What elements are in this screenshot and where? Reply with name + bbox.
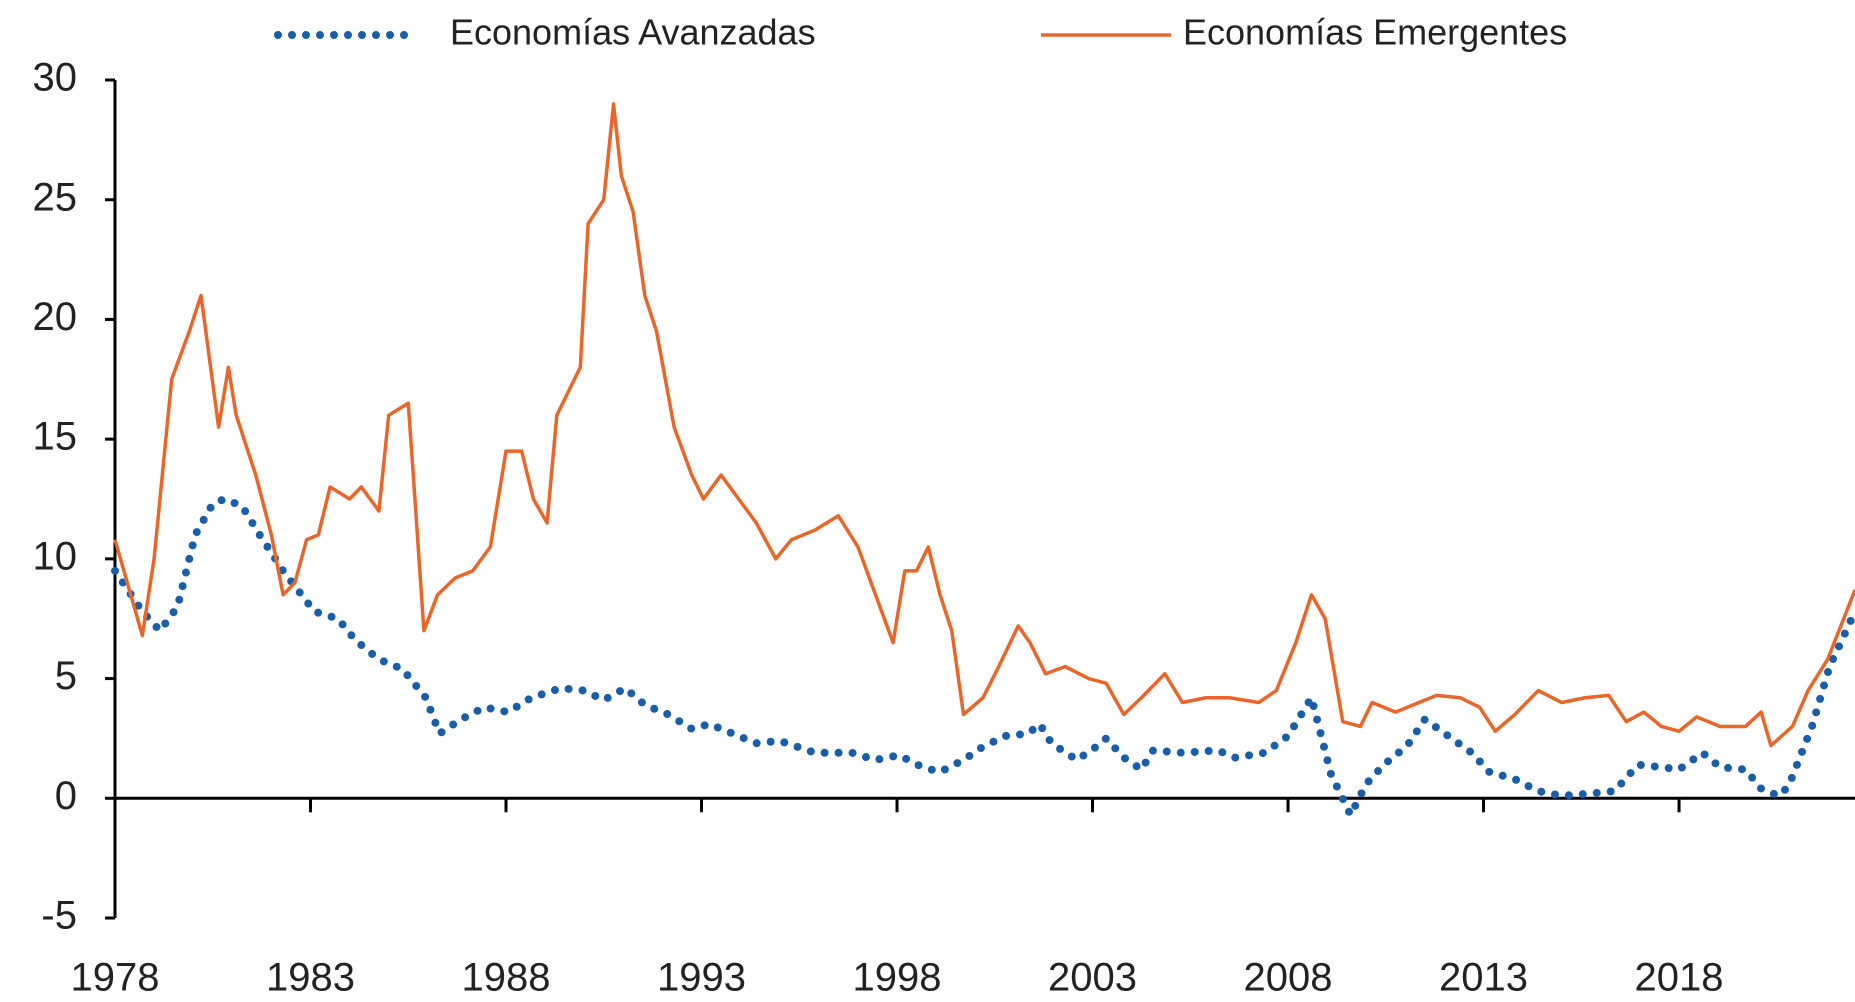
x-tick-label: 1983: [266, 956, 355, 1000]
x-tick-label: 2018: [1635, 956, 1724, 1000]
y-tick-label: 25: [33, 175, 78, 219]
x-tick-label: 1988: [462, 956, 551, 1000]
x-tick-label: 2013: [1439, 956, 1528, 1000]
y-tick-label: 30: [33, 56, 78, 100]
y-tick-label: 5: [55, 654, 77, 698]
x-tick-label: 2003: [1048, 956, 1137, 1000]
x-tick-label: 2008: [1244, 956, 1333, 1000]
series-line: [111, 494, 1855, 825]
y-tick-label: 20: [33, 295, 78, 339]
legend-label: Economías Avanzadas: [450, 12, 816, 53]
y-tick-label: 15: [33, 415, 78, 459]
x-tick-label: 1978: [71, 956, 160, 1000]
y-tick-label: 10: [33, 534, 78, 578]
y-tick-label: -5: [41, 894, 77, 938]
series-line: [113, 102, 1855, 748]
x-tick-label: 1993: [657, 956, 746, 1000]
legend-label: Economías Emergentes: [1183, 12, 1567, 53]
y-tick-label: 0: [55, 774, 77, 818]
x-tick-label: 1998: [853, 956, 942, 1000]
